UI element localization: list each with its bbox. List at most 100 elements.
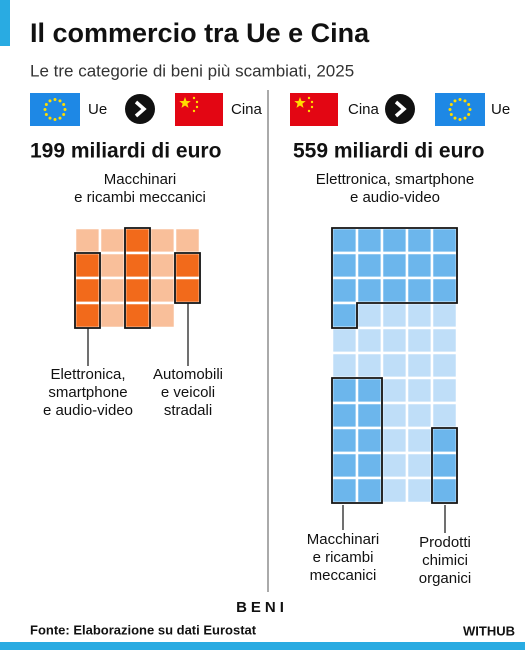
eu-flag <box>435 93 485 126</box>
waffle-square <box>98 251 127 280</box>
eu-flag <box>30 93 80 126</box>
waffle-square <box>330 276 359 305</box>
category-label: meccanici <box>310 567 377 584</box>
waffle-square <box>355 326 384 355</box>
waffle-square <box>405 476 434 505</box>
waffle-square <box>405 426 434 455</box>
waffle-square <box>330 401 359 430</box>
waffle-square <box>405 276 434 305</box>
waffle-square <box>123 251 152 280</box>
waffle-square <box>430 426 459 455</box>
subtitle: Le tre categorie di beni più scambiati, … <box>30 61 354 80</box>
waffle-square <box>123 226 152 255</box>
waffle-square <box>405 226 434 255</box>
waffle-square <box>73 301 102 330</box>
waffle-square <box>330 451 359 480</box>
flag-star <box>463 116 467 120</box>
category-label: e ricambi <box>313 549 374 566</box>
flag-star <box>294 97 306 108</box>
waffle-square <box>405 326 434 355</box>
waffle-square <box>355 401 384 430</box>
waffle-square <box>148 226 177 255</box>
waffle-square <box>380 301 409 330</box>
category-label: stradali <box>164 402 212 419</box>
waffle-square <box>330 226 359 255</box>
waffle-square <box>430 376 459 405</box>
waffle-square <box>73 251 102 280</box>
category-label: Macchinari <box>307 531 380 548</box>
waffle-square <box>355 251 384 280</box>
flag-star <box>44 103 48 106</box>
flag-star <box>58 99 62 103</box>
bottom-bar <box>0 642 525 650</box>
flag-star <box>192 96 196 100</box>
category-outline <box>124 227 151 329</box>
waffle-square <box>380 351 409 380</box>
panel-title: 199 miliardi di euro <box>30 140 221 163</box>
footer: Fonte: Elaborazione su dati Eurostat <box>30 622 257 637</box>
waffle-square <box>73 226 102 255</box>
category-label: e audio-video <box>350 189 440 206</box>
flag-star <box>458 98 462 101</box>
waffle-square <box>355 226 384 255</box>
flag-star <box>195 100 199 104</box>
waffle-square <box>405 251 434 280</box>
arrow-chevron <box>394 100 407 118</box>
waffle-square <box>380 426 409 455</box>
flag-star <box>463 99 467 103</box>
waffle-square <box>148 276 177 305</box>
flag-star <box>458 118 462 121</box>
flag-star <box>468 108 472 111</box>
waffle-square <box>73 276 102 305</box>
waffle-square <box>405 451 434 480</box>
category-outline <box>331 377 383 504</box>
waffle-square <box>405 301 434 330</box>
flag-star <box>310 105 314 109</box>
waffle-square <box>405 401 434 430</box>
flag-star <box>192 109 196 113</box>
waffle-square <box>380 376 409 405</box>
flag-star <box>467 113 471 116</box>
waffle-square <box>173 226 202 255</box>
waffle-square <box>330 476 359 505</box>
waffle-square <box>430 351 459 380</box>
waffle-square <box>380 226 409 255</box>
waffle-square <box>355 376 384 405</box>
waffle-square <box>430 251 459 280</box>
category-label: e audio-video <box>43 402 133 419</box>
accent-bar <box>0 0 10 46</box>
flag-star <box>453 116 457 120</box>
arrow-icon <box>125 94 155 124</box>
waffle-square <box>430 276 459 305</box>
waffle-square <box>380 401 409 430</box>
waffle-square <box>330 251 359 280</box>
waffle-square <box>355 426 384 455</box>
flag-star <box>467 103 471 106</box>
waffle-square <box>380 476 409 505</box>
flag-star <box>53 98 57 101</box>
category-label: Elettronica, <box>50 366 125 383</box>
panel-title: 559 miliardi di euro <box>293 140 484 163</box>
category-label: organici <box>419 570 472 587</box>
waffle-square <box>355 301 384 330</box>
flag-star <box>449 113 453 116</box>
flag-label: Cina <box>231 101 263 118</box>
waffle-square <box>430 401 459 430</box>
flag-star <box>44 113 48 116</box>
brand: WITHUB <box>463 623 515 638</box>
title: Il commercio tra Ue e Cina <box>30 18 370 48</box>
waffle-square <box>430 326 459 355</box>
waffle-square <box>123 301 152 330</box>
flag-star <box>453 99 457 103</box>
waffle-square <box>330 376 359 405</box>
category-label: e veicoli <box>161 384 215 401</box>
category-outline <box>431 427 458 504</box>
waffle-square <box>330 351 359 380</box>
waffle-square <box>98 226 127 255</box>
category-outline <box>331 227 458 329</box>
flag-star <box>449 103 453 106</box>
arrow-icon <box>385 94 415 124</box>
waffle-square <box>330 326 359 355</box>
flag-star <box>62 103 66 106</box>
